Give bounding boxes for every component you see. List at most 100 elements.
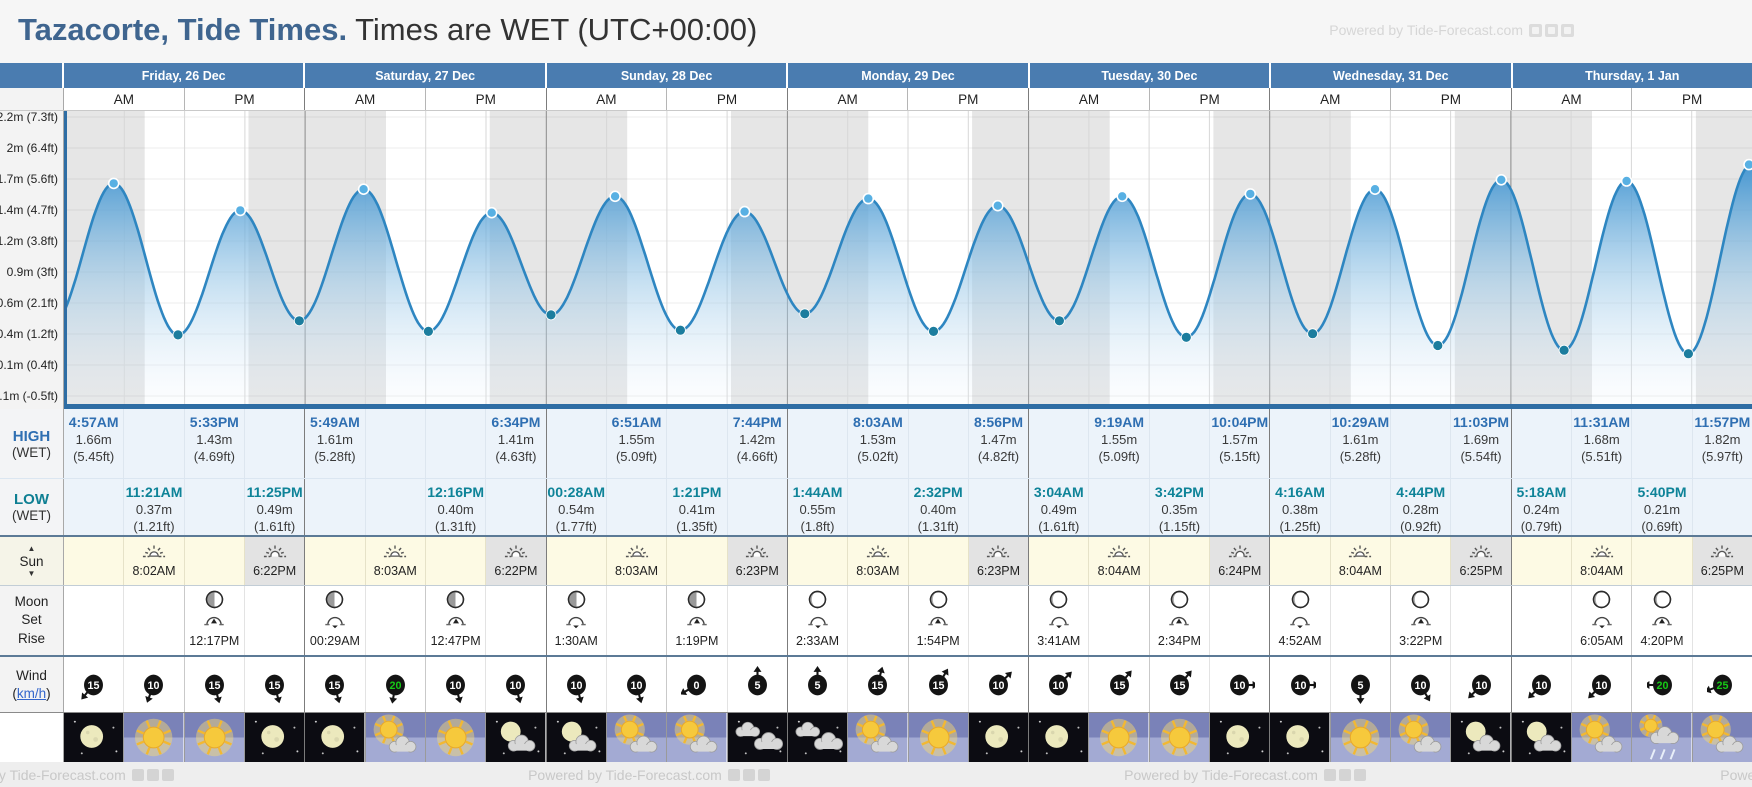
tide-event: 2:32PM 0.40m (1.31ft) [914,479,963,535]
powered-by-text: Powered by Tide-Forecast.com [1720,766,1752,783]
sun-empty-cell [1391,537,1452,585]
moon-phase-icon [1653,590,1672,612]
powered-by-text: Powered by Tide-Forecast.com [0,766,126,783]
app-badge-icon [1353,768,1366,781]
weather-icon-day-rain [1632,713,1693,762]
tide-low-cell: 4:44PM 0.28m (0.92ft) [1391,479,1452,535]
wind-row: Wind (km/h) 15 10 15 15 15 20 10 10 10 10 0 5 5 15 15 10 1… [0,655,1752,712]
tide-event: 3:42PM 0.35m (1.15ft) [1155,479,1204,535]
svg-text:15: 15 [1173,679,1185,691]
y-axis-label: 1.7m (5.6ft) [0,172,58,186]
wind-arrow-icon: 10 [1230,674,1256,695]
moon-day: 2:33AM 1:54PM [788,586,1030,655]
y-axis-label: 1.4m (4.7ft) [0,203,58,217]
y-axis-label: 2.2m (7.3ft) [0,111,58,124]
tide-low-cell [1089,479,1150,535]
high-height-m: 1.41m [497,431,534,447]
low-time: 4:16AM [1275,484,1325,500]
sunrise-icon [1107,544,1131,562]
sun-label: Sun [19,553,44,569]
moonset-icon [1290,614,1310,632]
tide-low-cell: 11:21AM 0.37m (1.21ft) [124,479,185,535]
high-time: 4:57AM [68,414,119,430]
tide-low-cell: 3:04AM 0.49m (1.61ft) [1029,479,1090,535]
tide-high-cell [788,409,849,478]
svg-text:10: 10 [148,679,160,691]
tide-high-cell: 6:34PM 1.41m (4.63ft) [486,409,545,478]
wind-indicator: 10 [547,657,607,712]
weather-day [305,713,547,762]
sunrise-icon [1590,544,1614,562]
timezone-subtitle: Times are WET (UTC+00:00) [347,12,758,47]
wind-unit-link[interactable]: km/h [16,685,47,701]
high-tide-row: HIGH (WET) 4:57AM 1.66m (5.45ft) 5:33PM 1.43m(… [0,409,1752,478]
weather-icon-day-partly [1692,713,1752,762]
low-time: 1:44AM [792,484,843,500]
sun-empty-cell [1632,537,1693,585]
low-height-ft: (0.69ft) [1641,518,1683,534]
moon-phase-icon [567,590,586,612]
weather-icon-day-partly [365,713,426,762]
high-time: 8:03AM [852,414,903,430]
high-time: 7:44PM [732,414,782,430]
high-height-ft: (5.97ft) [1701,448,1743,464]
high-height-m: 1.61m [316,431,354,447]
moon-rise-time: 12:17PM [189,634,240,648]
wind-arrow-icon: 25 [1706,674,1732,695]
moon-row: Moon Set Rise 12:17PM 00:29AM 12:47PM 1:30AM 1:… [0,585,1752,655]
moon-empty-cell [969,586,1028,655]
low-time: 5:40PM [1637,484,1687,500]
sunrise-icon [142,544,166,562]
ampm-row: AM PM AM PM AM PM AM PM AM PM AM PM AM PM [0,88,1752,111]
day-header-cell: Tuesday, 30 Dec [1029,63,1272,88]
moon-empty-cell [124,586,185,655]
high-label-unit: (WET) [12,444,51,460]
high-height-ft: (5.02ft) [857,448,899,464]
svg-text:15: 15 [932,679,944,691]
moon-set-time: 6:05AM [1580,634,1624,648]
tide-event: 11:03PM 1.69m (5.54ft) [1453,409,1509,465]
wind-arrow-icon: 10 [144,674,164,703]
tide-event: 11:57PM 1.82m (5.97ft) [1694,409,1750,465]
low-height-ft: (1.8ft) [800,518,835,534]
wind-indicator: 10 [1512,657,1573,712]
wind-indicator: 15 [1150,657,1211,712]
wind-arrow-icon: 10 [1411,674,1431,701]
moon-event-cell: 3:22PM [1391,586,1452,655]
tide-event: 00:28AM 0.54m (1.77ft) [547,479,605,535]
tide-event: 1:44AM 0.55m (1.8ft) [793,479,843,535]
high-time: 10:29AM [1331,414,1390,430]
weather-day [1511,713,1752,762]
weather-icon-night-clear [968,713,1029,762]
moonset-icon [566,614,586,632]
tide-low-cell [64,479,125,535]
sunrise-cell: 8:04AM [1089,537,1150,585]
wind-indicator: 15 [185,657,245,712]
y-axis-label: 1.2m (3.8ft) [0,234,58,248]
weather-icon-night-clear [244,713,305,762]
moon-event-cell: 6:05AM [1572,586,1633,655]
high-height-m: 1.69m [1462,431,1500,447]
wind-indicator: 15 [1089,657,1150,712]
weather-icon-night-overcast [787,713,849,762]
high-height-ft: (5.45ft) [73,448,115,464]
tide-event: 9:19AM 1.55m (5.09ft) [1094,409,1144,465]
tide-low-cell [185,479,245,535]
moon-empty-cell [1693,586,1752,655]
moon-empty-cell [1210,586,1269,655]
weather-day [1029,713,1271,762]
svg-text:15: 15 [1113,679,1125,691]
low-height-m: 0.38m [1282,501,1319,517]
sun-empty-cell [1029,537,1090,585]
high-height-ft: (4.69ft) [193,448,235,464]
ampm-day: AM PM [547,88,788,110]
wind-arrow-icon: 0 [681,674,707,695]
high-day: 10:29AM 1.61m (5.28ft) 11:03PM 1.69m (5.54ft) [1270,409,1512,478]
moon-empty-cell [366,586,426,655]
tide-high-cell [426,409,487,478]
am-label: AM [305,88,426,110]
sunset-icon [1710,544,1734,562]
low-time: 12:16PM [427,484,484,500]
page-header: Tazacorte, Tide Times. Times are WET (UT… [0,0,1752,63]
sun-empty-cell [185,537,245,585]
